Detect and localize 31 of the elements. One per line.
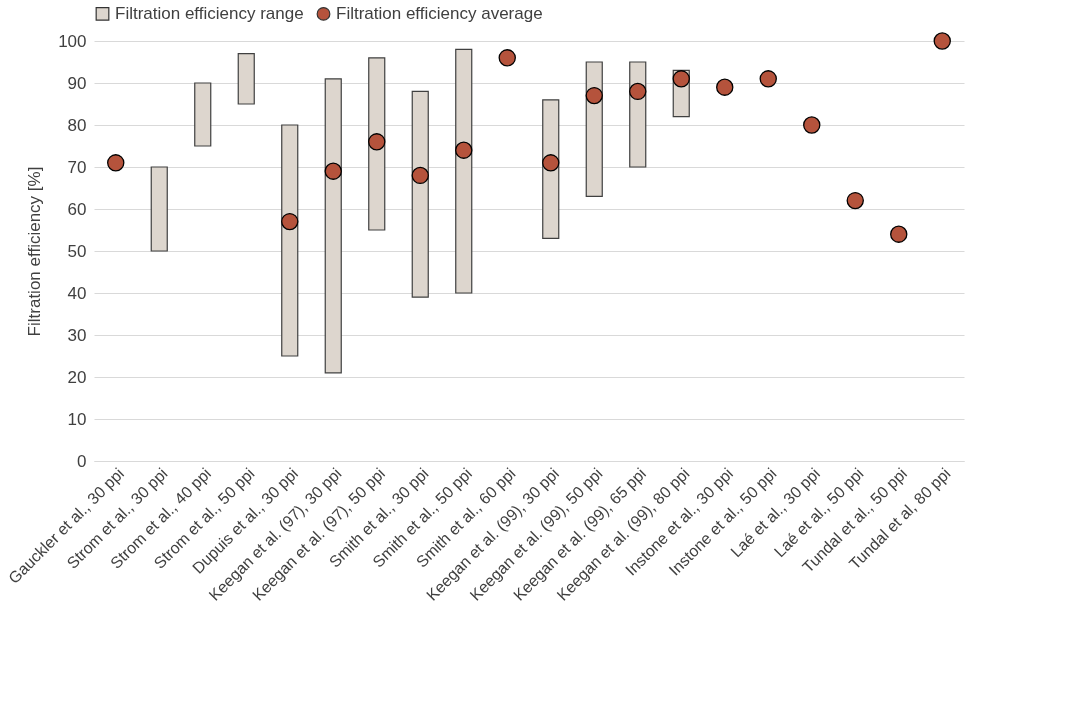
y-tick-label: 30 bbox=[67, 325, 87, 345]
point bbox=[107, 154, 125, 172]
point bbox=[933, 32, 951, 50]
point bbox=[498, 49, 516, 67]
y-axis-title: Filtration efficiency [%] bbox=[25, 166, 45, 337]
point bbox=[803, 116, 821, 134]
point bbox=[281, 212, 299, 231]
point bbox=[672, 70, 690, 88]
point bbox=[411, 166, 429, 185]
y-tick-label: 10 bbox=[67, 409, 87, 429]
point bbox=[455, 141, 473, 159]
point bbox=[629, 82, 647, 101]
point bbox=[890, 225, 908, 243]
y-tick-label: 90 bbox=[67, 73, 87, 93]
y-tick-label: 40 bbox=[67, 283, 87, 303]
y-tick-label: 100 bbox=[58, 31, 87, 51]
point bbox=[542, 154, 560, 172]
legend-label: Filtration efficiency average bbox=[336, 3, 543, 23]
legend-label: Filtration efficiency range bbox=[115, 3, 304, 23]
point bbox=[846, 191, 864, 210]
point bbox=[585, 86, 603, 105]
y-tick-label: 0 bbox=[77, 451, 87, 471]
y-tick-label: 80 bbox=[67, 115, 87, 135]
point bbox=[716, 78, 734, 96]
point bbox=[759, 70, 777, 88]
point bbox=[368, 133, 386, 151]
y-tick-label: 70 bbox=[67, 157, 87, 177]
point bbox=[324, 162, 342, 180]
y-tick-label: 60 bbox=[67, 199, 87, 219]
y-tick-label: 50 bbox=[67, 241, 87, 261]
y-tick-label: 20 bbox=[67, 367, 87, 387]
